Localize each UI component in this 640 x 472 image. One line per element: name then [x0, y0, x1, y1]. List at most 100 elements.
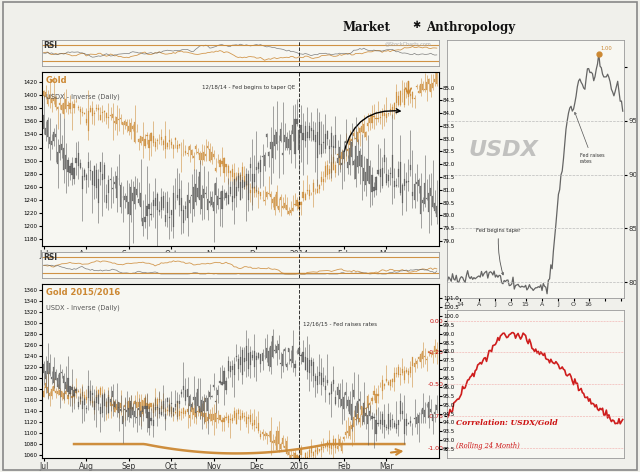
Text: Gold: Gold [45, 76, 67, 84]
Bar [270, 194, 271, 197]
Bar [400, 374, 401, 375]
Bar [424, 89, 425, 90]
Bar [254, 174, 255, 182]
Bar [104, 165, 105, 179]
Bar [276, 346, 277, 353]
Bar [367, 415, 369, 424]
Bar [237, 173, 239, 177]
Bar [132, 408, 133, 409]
Bar [335, 397, 336, 404]
Bar [86, 175, 87, 180]
Bar [43, 363, 44, 373]
Bar [136, 189, 138, 194]
Bar [282, 206, 284, 208]
Bar [147, 403, 148, 409]
Bar [341, 152, 342, 159]
Bar [236, 178, 237, 180]
Bar [408, 181, 409, 182]
Bar [118, 402, 119, 413]
Bar [422, 200, 423, 203]
Bar [246, 417, 247, 424]
Bar [343, 152, 344, 159]
Bar [215, 413, 216, 422]
Bar [264, 434, 265, 437]
Bar [383, 113, 385, 116]
Bar [270, 346, 271, 367]
Bar [252, 423, 253, 427]
Bar [414, 418, 415, 419]
Bar [237, 359, 239, 369]
Bar [76, 388, 77, 393]
Bar [79, 163, 81, 168]
Bar [416, 182, 417, 184]
Bar [390, 173, 391, 174]
Bar [232, 366, 233, 370]
Text: @StockCharts.com: @StockCharts.com [384, 41, 431, 46]
Bar [428, 78, 429, 84]
Bar [147, 206, 148, 216]
Bar [418, 180, 419, 185]
Bar [373, 391, 374, 395]
Bar [254, 351, 255, 367]
Bar [424, 410, 425, 417]
Bar [74, 390, 75, 396]
Bar [347, 162, 348, 169]
Bar [351, 142, 352, 157]
Bar [164, 413, 166, 419]
Bar [424, 356, 425, 357]
Bar [207, 199, 209, 210]
Bar [300, 354, 301, 356]
Bar [57, 152, 58, 164]
Bar [130, 401, 131, 418]
Bar [361, 405, 362, 415]
Bar [225, 417, 227, 418]
Bar [351, 425, 352, 429]
Bar [380, 117, 381, 118]
Bar [406, 419, 407, 426]
Bar [205, 398, 206, 402]
Bar [434, 412, 435, 414]
Bar [310, 361, 312, 366]
Bar [300, 126, 301, 133]
Bar [319, 185, 320, 189]
Bar [331, 133, 332, 147]
Bar [420, 186, 421, 214]
Bar [260, 160, 261, 172]
Bar [183, 210, 184, 223]
Bar [244, 176, 245, 182]
Bar [142, 137, 143, 142]
Bar [402, 369, 403, 373]
Bar [329, 145, 330, 149]
Bar [286, 441, 287, 455]
Bar [347, 431, 348, 433]
Bar [428, 402, 429, 418]
Bar [199, 172, 200, 200]
Bar [296, 455, 298, 458]
Bar [220, 198, 221, 199]
Bar [55, 391, 56, 393]
Bar [213, 154, 214, 157]
Bar [397, 421, 399, 425]
Bar [315, 450, 316, 453]
Bar [414, 363, 415, 367]
Bar [288, 139, 289, 148]
Bar [412, 357, 413, 366]
Bar [227, 361, 228, 371]
Bar [179, 411, 180, 416]
Bar [420, 354, 421, 362]
Bar [47, 362, 48, 374]
Bar [268, 152, 269, 156]
Bar [132, 407, 133, 415]
Bar [414, 184, 415, 200]
Bar [418, 356, 419, 359]
Bar [268, 435, 269, 436]
Bar [436, 349, 437, 354]
Bar [57, 390, 58, 394]
Bar [63, 102, 65, 114]
Bar [381, 380, 383, 391]
Bar [171, 142, 172, 144]
Bar [209, 414, 211, 419]
Bar [67, 378, 68, 392]
Bar [122, 416, 124, 424]
Bar [220, 415, 221, 420]
